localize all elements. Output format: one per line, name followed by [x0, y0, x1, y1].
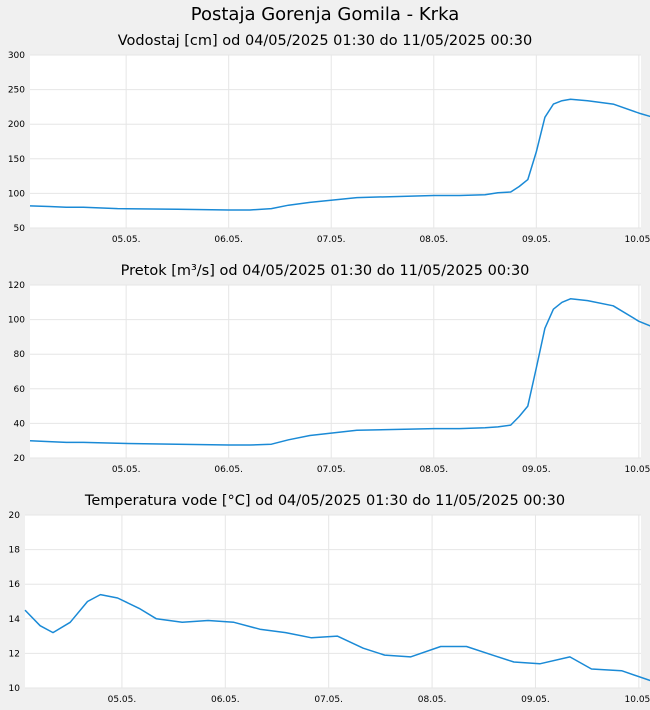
series-line: [29, 298, 650, 446]
chart-panel-2: Pretok [m³/s] od 04/05/2025 01:30 do 11/…: [8, 263, 650, 475]
series-line: [24, 593, 650, 682]
x-tick-label: 08.05.: [418, 695, 447, 705]
chart-title: Vodostaj [cm] od 04/05/2025 01:30 do 11/…: [118, 33, 532, 49]
plot-area: [30, 285, 641, 458]
y-tick-label: 120: [8, 281, 25, 291]
x-tick-label: 10.05.: [625, 695, 650, 705]
x-tick-label: 10.05.: [625, 235, 650, 245]
x-tick-label: 07.05.: [317, 235, 346, 245]
y-tick-label: 60: [14, 385, 26, 395]
x-tick-label: 06.05.: [214, 465, 243, 475]
x-tick-label: 07.05.: [314, 695, 343, 705]
page-title: Postaja Gorenja Gomila - Krka: [190, 4, 460, 25]
y-tick-label: 16: [9, 580, 21, 590]
chart-panel-3: Temperatura vode [°C] od 04/05/2025 01:3…: [9, 493, 650, 705]
x-tick-label: 09.05.: [522, 235, 551, 245]
y-tick-label: 250: [8, 86, 25, 96]
chart-title: Temperatura vode [°C] od 04/05/2025 01:3…: [84, 493, 565, 509]
series-line: [29, 98, 650, 211]
y-tick-label: 18: [9, 546, 21, 556]
y-tick-label: 50: [14, 224, 26, 234]
x-tick-label: 05.05.: [112, 235, 141, 245]
y-tick-label: 20: [9, 511, 21, 521]
y-tick-label: 80: [14, 350, 26, 360]
y-tick-label: 300: [8, 51, 25, 61]
y-tick-label: 40: [14, 419, 26, 429]
x-tick-label: 07.05.: [317, 465, 346, 475]
y-tick-label: 12: [9, 649, 20, 659]
y-tick-label: 20: [14, 454, 26, 464]
y-tick-label: 14: [9, 615, 21, 625]
x-tick-label: 06.05.: [211, 695, 240, 705]
y-tick-label: 10: [9, 684, 21, 694]
y-tick-label: 200: [8, 120, 25, 130]
x-tick-label: 09.05.: [521, 695, 550, 705]
chart-panel-1: Vodostaj [cm] od 04/05/2025 01:30 do 11/…: [8, 33, 650, 245]
y-tick-label: 100: [8, 316, 25, 326]
y-tick-label: 150: [8, 155, 25, 165]
x-tick-label: 08.05.: [419, 235, 448, 245]
x-tick-label: 09.05.: [522, 465, 551, 475]
plot-area: [30, 55, 641, 228]
x-tick-label: 08.05.: [419, 465, 448, 475]
x-tick-label: 05.05.: [112, 465, 141, 475]
x-tick-label: 06.05.: [214, 235, 243, 245]
x-tick-label: 05.05.: [108, 695, 137, 705]
chart-title: Pretok [m³/s] od 04/05/2025 01:30 do 11/…: [121, 263, 530, 279]
x-tick-label: 10.05.: [625, 465, 650, 475]
y-tick-label: 100: [8, 189, 25, 199]
plot-area: [25, 515, 641, 688]
